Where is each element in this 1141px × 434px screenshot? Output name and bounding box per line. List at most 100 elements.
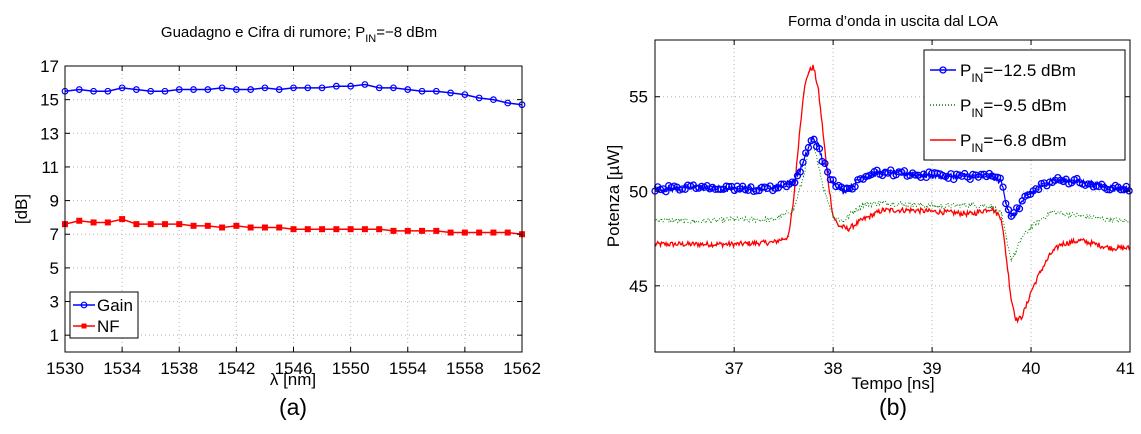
pin-0-marker [999,183,1007,191]
pin-0-point [852,185,854,187]
nf-point [490,229,497,236]
nf-point [447,229,454,236]
legend-pin-0-label: PIN=−12.5 dBm [960,61,1076,85]
series-pin-0 [651,135,1133,220]
pin-0-marker [829,176,837,184]
legend-nf-label: NF [97,317,120,336]
pin-0-point [812,137,814,139]
pin-1-point [822,186,824,189]
pin-0-point [862,175,864,177]
gain-point [261,84,269,92]
pin-1-point [773,219,775,221]
pin-2-point [693,243,696,245]
pin-2-point [1040,270,1042,272]
chart-b-y-tick-label: 45 [629,277,648,296]
pin-2-point [1005,256,1007,259]
chart-a-x-tick-label: 1542 [217,359,255,378]
pin-2-point [1010,298,1012,300]
gain-point [404,86,412,93]
chart-a-x-tick-label: 1546 [275,359,313,378]
gain-point [475,94,483,102]
gain-point [90,87,97,95]
pin-0-marker [1002,199,1010,208]
pin-1-point [941,205,943,207]
gain-point [461,91,469,98]
pin-0-point [807,147,809,149]
nf-point [147,221,154,228]
legend-gain-marker [80,301,88,309]
pin-0-marker [851,183,859,191]
nf-point [133,221,140,228]
series-nf [62,216,525,238]
gain-point [161,87,169,95]
pin-2-point [1050,253,1052,255]
pin-0-point [1079,181,1082,183]
pin-0-point [1010,217,1012,219]
pin-0-marker [996,174,1004,182]
chart-a-x-tick-label: 1554 [389,359,427,378]
pin-2-point [787,236,790,238]
pin-2-point [1020,317,1022,319]
pin-0-marker [752,187,761,195]
legend-pin-0-marker [939,66,947,74]
pin-1-point [852,211,854,213]
nf-point [104,219,111,226]
chart-b-title: Forma d’onda in uscita dal LOA [788,13,998,30]
gain-point [218,84,226,92]
pin-0-marker [791,179,799,187]
gain-point [104,87,112,95]
pin-0-marker [826,175,835,184]
nf-point [333,226,340,233]
pin-0-point [822,162,824,164]
gain-point [175,86,183,93]
chart-a-y-tick-label: 9 [50,192,59,211]
chart-a-title: Guadagno e Cifra di rumore; PIN=−8 dBm [161,24,437,45]
gain-point [190,86,197,93]
nf-point [161,221,168,228]
pin-0-point [1109,186,1111,189]
chart-b-caption: (b) [879,394,907,420]
nf-point [276,224,283,231]
nf-point [233,222,240,229]
chart-b-series [651,64,1133,324]
pin-0-point [792,181,795,183]
gain-point [347,82,355,90]
legend-pin-1-label: PIN=−9.5 dBm [960,96,1067,120]
gain-point [490,96,497,104]
pin-2-point [911,209,913,211]
gain-point [290,84,297,92]
pin-0-point [1015,211,1017,213]
legend-pin-0-swatch [930,66,956,74]
nf-point [204,222,211,229]
chart-b-plot-frame [654,39,1131,353]
pin-1-point [911,203,913,206]
pin-1-point [1015,251,1017,253]
chart-b-ylabel: Potenza [µW] [604,145,623,247]
chart-b-x-tick-label: 40 [1022,359,1041,378]
gain-line [64,83,523,106]
pin-0-marker [821,159,829,168]
pin-1-point [1000,213,1002,215]
pin-1-point [832,215,834,217]
pin-0-marker [1117,186,1125,194]
legend-nf-marker [81,323,87,329]
pin-2-point [802,92,805,94]
pin-2-point [1025,306,1027,308]
pin-2-point [822,133,824,136]
pin-1-point [693,220,696,223]
nf-point [433,227,440,234]
pin-0-point [1020,202,1022,204]
gain-point [332,82,340,90]
pin-2-point [882,209,884,211]
chart-b-x-tick-label: 41 [1116,359,1135,378]
pin-0-point [941,175,943,177]
nf-point [504,229,511,236]
chart-a-legend-box [69,291,139,339]
pin-0-point [773,186,775,189]
pin-0-point [842,190,844,192]
pin-2-point [990,207,993,209]
legend-gain-label: Gain [97,296,133,315]
nf-point [119,216,126,223]
nf-point [176,221,183,228]
chart-b-y-tick-label: 50 [629,182,648,201]
